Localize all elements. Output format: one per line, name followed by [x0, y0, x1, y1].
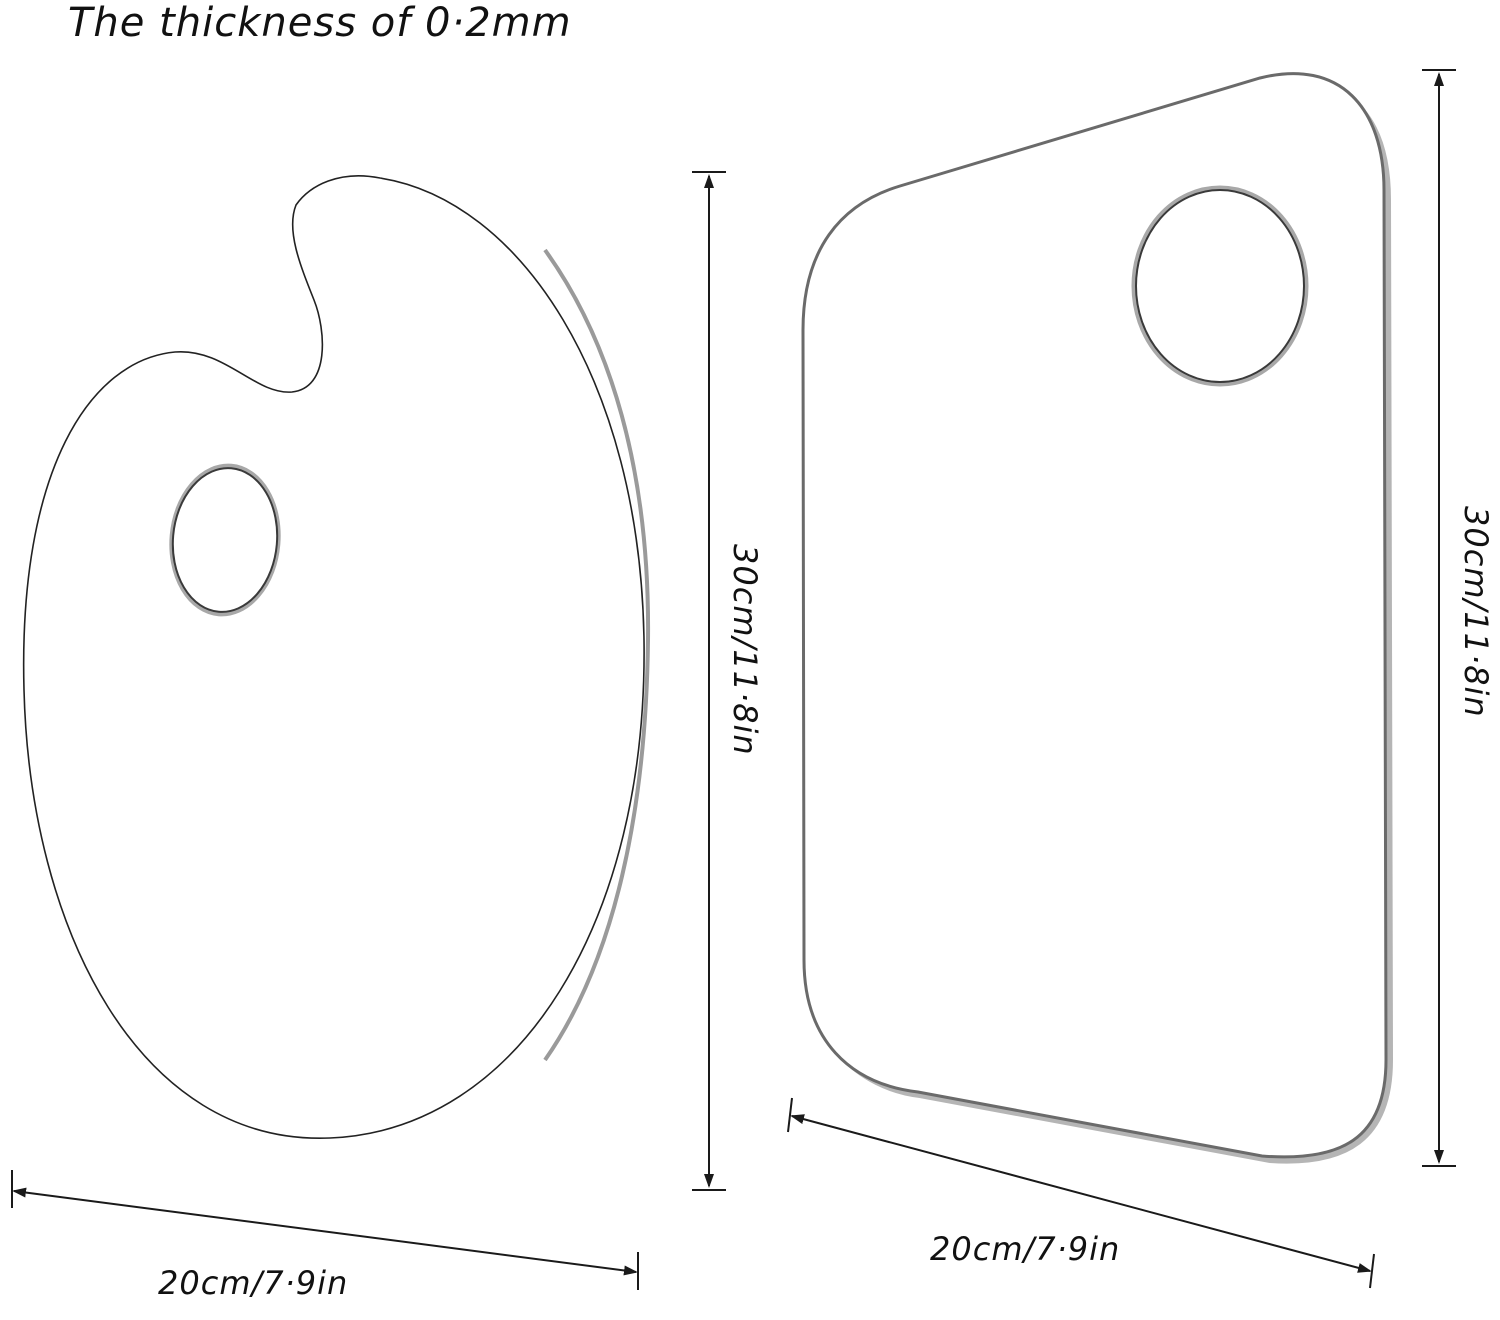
- oval-palette-width-dimension: [11, 1170, 639, 1290]
- oval-palette-width-label: 20cm/7·9in: [158, 1264, 348, 1302]
- rectangular-palette-height-label: 30cm/11·8in: [1457, 506, 1495, 718]
- rectangular-palette: [801, 72, 1394, 1164]
- oval-palette: [22, 175, 651, 1139]
- rectangular-palette-height-dimension: [1422, 69, 1456, 1167]
- rectangular-palette-width-label: 20cm/7·9in: [930, 1230, 1120, 1268]
- oval-palette-height-dimension: [692, 171, 726, 1191]
- thickness-title: The thickness of 0·2mm: [68, 0, 572, 46]
- oval-palette-height-label: 30cm/11·8in: [726, 544, 764, 756]
- rectangular-palette-thumb-hole-shadow: [1131, 185, 1309, 387]
- oval-palette-body: [22, 175, 645, 1139]
- rectangular-palette-thumb-hole: [1135, 189, 1305, 383]
- rectangular-palette-width-dimension: [787, 1097, 1375, 1289]
- oval-palette-edge: [543, 248, 651, 1062]
- oval-palette-thumb-hole: [171, 467, 279, 613]
- rectangular-palette-body: [801, 72, 1388, 1159]
